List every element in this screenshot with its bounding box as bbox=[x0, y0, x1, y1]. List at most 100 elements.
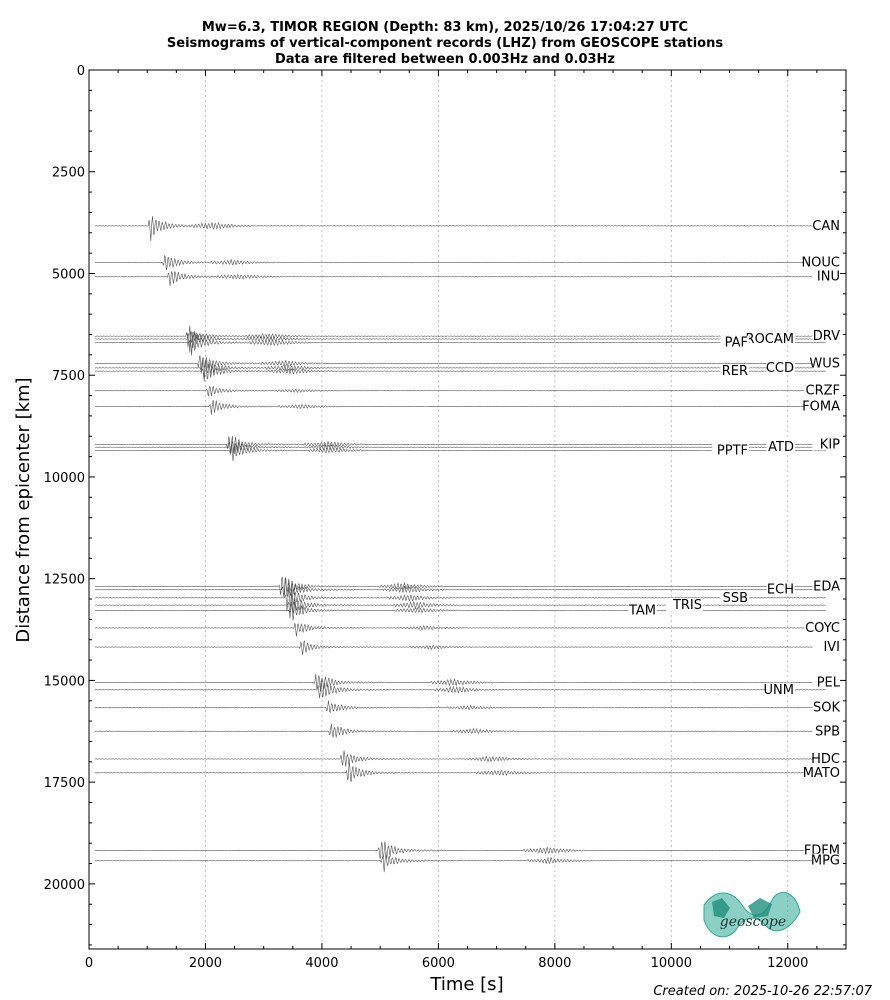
station-label-kip: KIP bbox=[820, 437, 840, 452]
x-tick-label: 10000 bbox=[651, 956, 692, 971]
trace-atd bbox=[94, 440, 826, 455]
trace-fdfm bbox=[94, 841, 826, 860]
trace-inu bbox=[94, 270, 826, 287]
station-label-rocam: ROCAM bbox=[746, 332, 794, 347]
trace-crzf bbox=[94, 385, 826, 397]
y-tick-label: 17500 bbox=[44, 776, 85, 791]
station-label-bg bbox=[628, 603, 657, 617]
trace-unm bbox=[94, 680, 826, 699]
x-axis-label: Time [s] bbox=[429, 974, 503, 995]
grid-lines bbox=[205, 70, 789, 949]
station-label-bg bbox=[812, 269, 841, 283]
station-label-foma: FOMA bbox=[802, 400, 840, 415]
y-tick-label: 2500 bbox=[52, 166, 85, 181]
trace-can bbox=[94, 216, 826, 242]
station-label-bg bbox=[766, 582, 795, 596]
station-label-bg bbox=[812, 700, 841, 714]
chart-title-line-1: Mw=6.3, TIMOR REGION (Depth: 83 km), 202… bbox=[202, 20, 688, 35]
station-label-bg bbox=[812, 675, 841, 689]
trace-paf bbox=[94, 334, 826, 356]
station-label-crzf: CRZF bbox=[806, 384, 841, 399]
station-label-pel: PEL bbox=[817, 675, 841, 690]
station-label-bg bbox=[766, 440, 795, 454]
station-label-bg bbox=[812, 853, 841, 867]
trace-pel bbox=[94, 673, 826, 692]
station-label-can: CAN bbox=[812, 219, 840, 234]
station-label-nouc: NOUC bbox=[801, 255, 840, 270]
x-tick-label: 8000 bbox=[538, 956, 571, 971]
geoscope-logo: geoscope bbox=[703, 891, 801, 938]
station-label-bg bbox=[812, 579, 841, 593]
y-tick-label: 7500 bbox=[52, 369, 85, 384]
station-label-ech: ECH bbox=[767, 583, 794, 598]
station-label-bg bbox=[812, 356, 841, 370]
station-label-bg bbox=[766, 682, 795, 696]
station-label-tam: TAM bbox=[628, 603, 656, 618]
station-label-coyc: COYC bbox=[805, 621, 840, 636]
station-label-rer: RER bbox=[722, 364, 748, 379]
station-label-bg bbox=[812, 751, 841, 765]
station-label-unm: UNM bbox=[764, 683, 794, 698]
station-label-atd: ATD bbox=[768, 440, 794, 455]
x-tick-label: 2000 bbox=[189, 956, 222, 971]
trace-rer bbox=[94, 361, 826, 382]
trace-foma bbox=[94, 399, 826, 415]
station-label-sok: SOK bbox=[813, 701, 840, 716]
chart-title-line-2: Seismograms of vertical-component record… bbox=[167, 36, 723, 51]
trace-kip bbox=[94, 435, 826, 455]
station-label-bg bbox=[812, 218, 841, 232]
station-label-drv: DRV bbox=[813, 329, 840, 344]
y-tick-label: 15000 bbox=[44, 674, 85, 689]
logo-text: geoscope bbox=[720, 914, 786, 930]
station-label-inu: INU bbox=[817, 270, 840, 285]
station-label-paf: PAF bbox=[725, 336, 748, 351]
y-axis-label: Distance from epicenter [km] bbox=[13, 377, 34, 642]
station-label-bg bbox=[804, 383, 841, 397]
station-label-bg bbox=[720, 335, 749, 349]
y-tick-label: 10000 bbox=[44, 471, 85, 486]
station-label-ivi: IVI bbox=[823, 640, 840, 655]
trace-ech bbox=[94, 578, 826, 597]
trace-mato bbox=[94, 761, 826, 783]
station-label-bg bbox=[804, 765, 841, 779]
y-tick-label: 12500 bbox=[44, 573, 85, 588]
x-tick-label: 0 bbox=[85, 956, 93, 971]
seismogram-traces bbox=[94, 216, 826, 873]
station-label-bg bbox=[804, 399, 841, 413]
station-label-ssb: SSB bbox=[723, 591, 748, 606]
trace-ssb bbox=[94, 587, 826, 611]
station-label-bg bbox=[720, 364, 749, 378]
trace-coyc bbox=[94, 623, 826, 637]
station-label-bg bbox=[804, 620, 841, 634]
logo-land-shape bbox=[712, 898, 772, 918]
trace-tris bbox=[94, 593, 826, 619]
trace-hdc bbox=[94, 750, 826, 767]
station-label-pptf: PPTF bbox=[717, 443, 748, 458]
trace-ccd bbox=[94, 359, 826, 379]
trace-eda bbox=[94, 576, 826, 597]
created-timestamp: Created on: 2025-10-26 22:57:07 bbox=[653, 984, 872, 999]
trace-wus bbox=[94, 355, 826, 374]
trace-pptf bbox=[94, 443, 826, 462]
plot-area bbox=[89, 70, 846, 949]
trace-sok bbox=[94, 700, 826, 714]
trace-nouc bbox=[94, 254, 826, 271]
chart-title-line-3: Data are filtered between 0.003Hz and 0.… bbox=[275, 52, 615, 67]
station-label-bg bbox=[812, 329, 841, 343]
trace-mpg bbox=[94, 851, 826, 873]
logo-globe-shape bbox=[703, 891, 801, 938]
station-label-ccd: CCD bbox=[766, 361, 794, 376]
station-label-bg bbox=[812, 640, 841, 654]
x-tick-label: 4000 bbox=[305, 956, 338, 971]
station-label-bg bbox=[812, 724, 841, 738]
axis-ticks: 0 2000 4000 6000 8000 10000 12000 0 2500 5000 7500… bbox=[44, 64, 847, 971]
station-label-bg bbox=[804, 255, 841, 269]
y-tick-label: 5000 bbox=[52, 267, 85, 282]
station-label-mato: MATO bbox=[803, 766, 840, 781]
station-label-eda: EDA bbox=[813, 579, 840, 594]
y-tick-label: 0 bbox=[77, 64, 85, 79]
station-label-mpg: MPG bbox=[811, 854, 840, 869]
station-label-tris: TRIS bbox=[672, 598, 702, 613]
station-label-hdc: HDC bbox=[811, 752, 840, 767]
